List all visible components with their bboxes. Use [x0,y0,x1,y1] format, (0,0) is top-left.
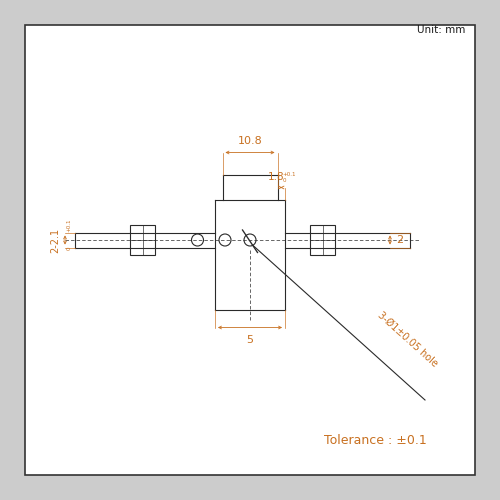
Text: 0: 0 [66,246,71,250]
Bar [130,225,155,255]
Text: 2: 2 [396,235,403,245]
Text: Unit: mm: Unit: mm [416,25,465,35]
Text: 5: 5 [246,335,254,345]
Text: Tolerance : ±0.1: Tolerance : ±0.1 [324,434,426,446]
Text: 1.8: 1.8 [268,172,284,182]
Text: 3-Ø1±0.05 hole: 3-Ø1±0.05 hole [376,310,440,368]
Bar [310,225,335,255]
Text: +0.1: +0.1 [66,219,71,232]
Text: 2-2.1: 2-2.1 [50,228,60,252]
Text: 10.8: 10.8 [238,136,262,146]
Text: 0: 0 [282,178,286,184]
Text: +0.1: +0.1 [282,172,296,176]
